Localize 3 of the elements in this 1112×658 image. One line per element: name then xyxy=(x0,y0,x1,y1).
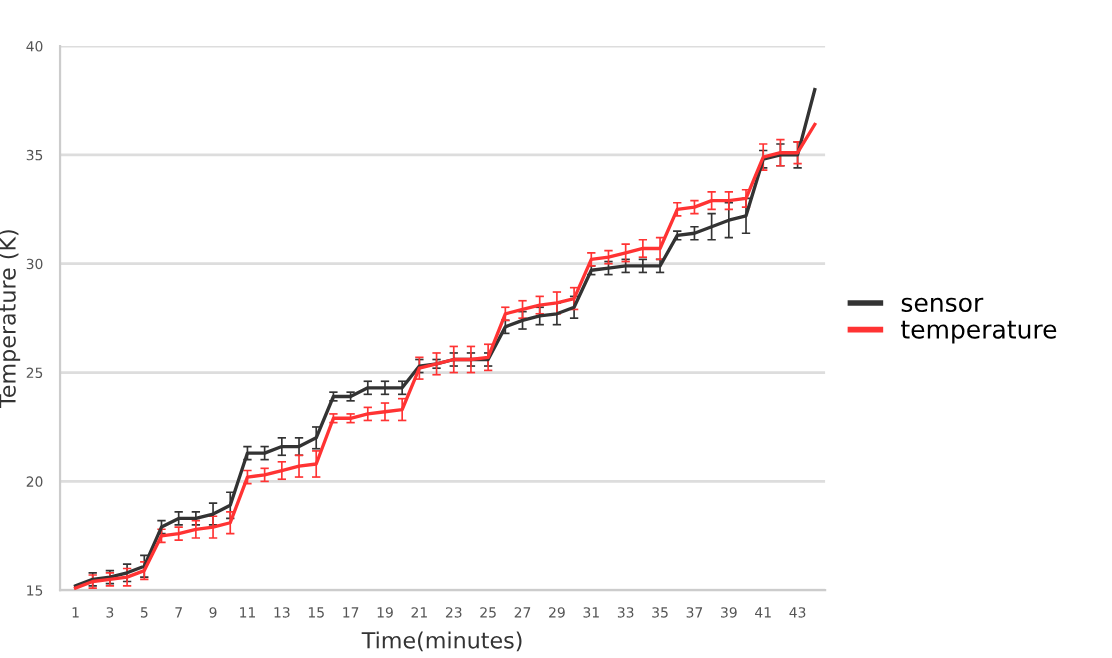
legend-label: sensor xyxy=(901,297,984,313)
legend-label: temperature xyxy=(901,320,1057,344)
x-axis-title: Time(minutes) xyxy=(361,631,522,652)
